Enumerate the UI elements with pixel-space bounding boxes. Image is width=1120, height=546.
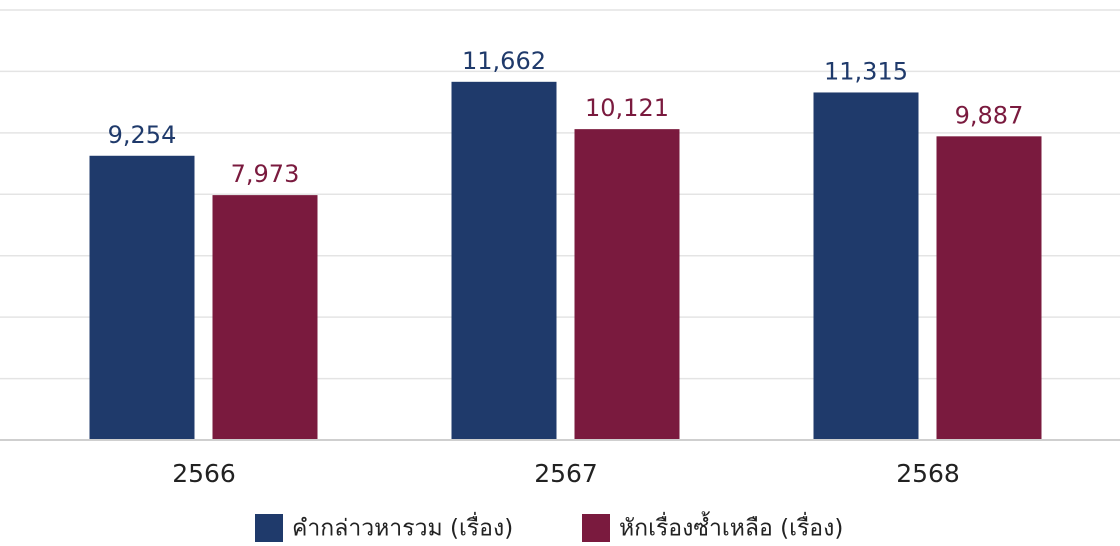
legend-label: คำกล่าวหารวม (เรื่อง): [292, 512, 513, 542]
bar: [574, 129, 680, 440]
x-tick-label: 2568: [896, 459, 960, 488]
legend-label: หักเรื่องซ้ำเหลือ (เรื่อง): [619, 512, 843, 542]
legend-swatch: [255, 514, 283, 542]
value-label: 9,254: [108, 121, 177, 149]
value-label: 10,121: [585, 94, 669, 122]
bar: [813, 92, 919, 440]
bar: [936, 136, 1042, 440]
value-label: 11,315: [824, 57, 908, 85]
bar: [451, 81, 557, 440]
bar: [89, 155, 195, 440]
value-label: 9,887: [955, 101, 1024, 129]
value-label: 11,662: [462, 47, 546, 75]
legend-swatch: [582, 514, 610, 542]
value-label: 7,973: [231, 160, 300, 188]
x-tick-label: 2567: [534, 459, 598, 488]
bar: [212, 195, 318, 440]
x-tick-label: 2566: [172, 459, 236, 488]
